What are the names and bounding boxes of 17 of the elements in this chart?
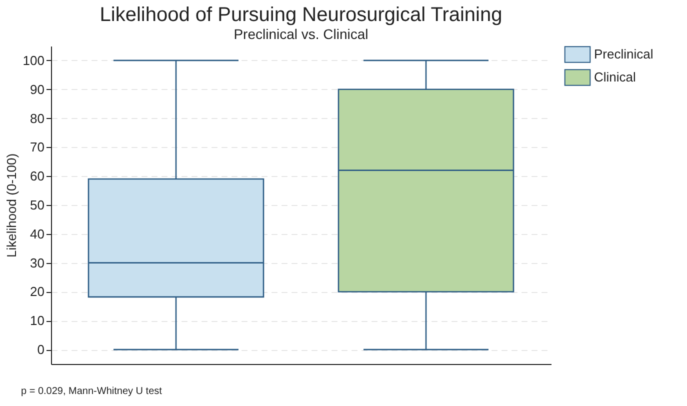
text: p = 0.029, Mann-Whitney U test bbox=[21, 386, 162, 397]
y-tick-label: 90 bbox=[30, 82, 44, 97]
chart-subtitle: Preclinical vs. Clinical bbox=[234, 26, 368, 42]
y-tick-label: 30 bbox=[30, 255, 44, 270]
y-tick-label: 10 bbox=[30, 313, 44, 328]
y-tick-label: 100 bbox=[22, 52, 44, 68]
y-tick-label: 80 bbox=[30, 110, 44, 126]
y-tick-label: 70 bbox=[30, 140, 44, 155]
legend-label: Preclinical bbox=[594, 46, 654, 62]
y-tick-label: 40 bbox=[30, 226, 44, 242]
y-tick-label: 60 bbox=[30, 168, 44, 184]
y-tick-label: 20 bbox=[30, 284, 44, 300]
y-tick-label: 50 bbox=[30, 198, 44, 212]
y-tick-label: 0 bbox=[37, 342, 44, 358]
y-axis-title: Likelihood (0-100) bbox=[4, 153, 19, 258]
legend-label: Clinical bbox=[594, 70, 636, 84]
chart-title: Likelihood of Pursuing Neurosurgical Training bbox=[100, 4, 502, 26]
